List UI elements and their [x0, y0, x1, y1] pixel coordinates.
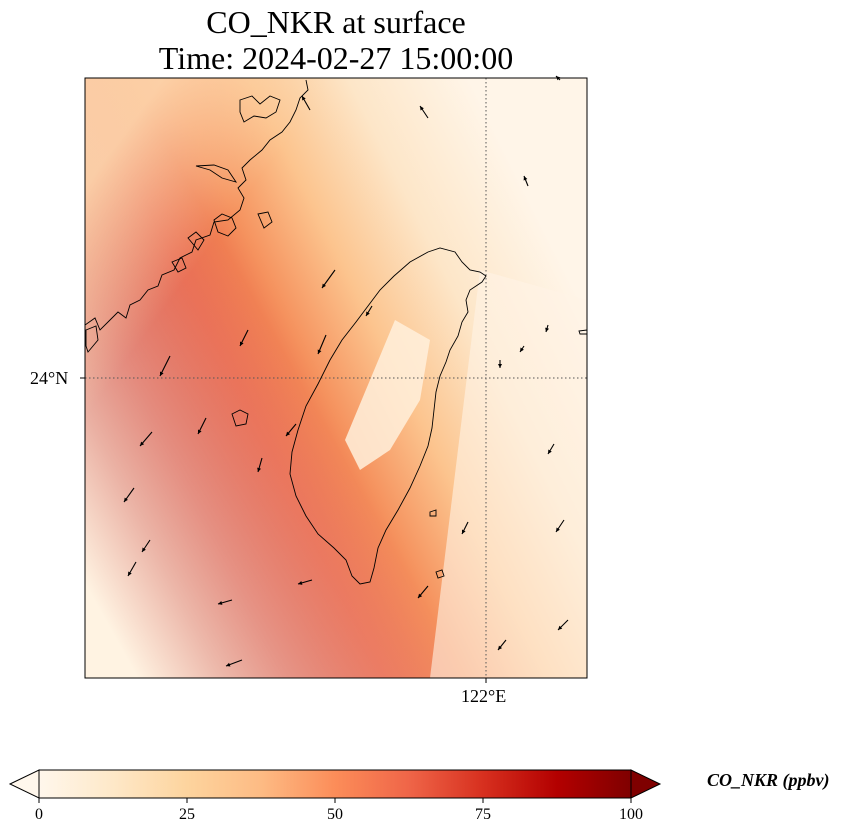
wind-arrow-head [142, 547, 146, 552]
wind-arrow-head [520, 347, 524, 352]
map-title: CO_NKR at surface [206, 4, 466, 40]
gridlines [85, 78, 587, 678]
wind-arrow-head [298, 580, 303, 585]
wind-arrow-head [548, 449, 552, 454]
wind-arrow-head [523, 176, 528, 181]
map-panel [80, 75, 588, 683]
wind-arrow-head [286, 431, 291, 436]
wind-arrow-head [545, 327, 550, 332]
wind-arrow-head [302, 96, 306, 101]
colorbar [8, 769, 662, 803]
wind-arrow-head [218, 600, 223, 605]
wind-arrow-head [558, 625, 563, 630]
wind-arrow-head [257, 467, 262, 472]
wind-arrow-head [160, 371, 164, 376]
latitude-label: 24°N [30, 368, 69, 388]
colorbar-extend-max [630, 769, 662, 799]
wind-arrow-head [418, 593, 423, 598]
wind-arrow-head [498, 364, 502, 368]
map-time: Time: 2024-02-27 15:00:00 [158, 40, 514, 76]
wind-vectors [123, 75, 569, 667]
colorbar-ticks [38, 798, 632, 803]
wind-arrow-head [124, 497, 128, 502]
colorbar-tick-label: 75 [475, 806, 491, 823]
wind-arrow-head [366, 311, 370, 316]
colorbar-tick-label: 25 [179, 806, 195, 823]
wind-arrow-head [556, 527, 560, 532]
colorbar-tick-label: 0 [35, 806, 43, 823]
wind-arrow-head [240, 341, 244, 346]
concentration-field [85, 78, 587, 678]
wind-arrow-head [198, 429, 202, 434]
colorbar-extend-min [8, 769, 40, 799]
wind-arrow-head [317, 349, 322, 354]
wind-arrow-head [322, 283, 326, 288]
axis-ticks [80, 377, 487, 683]
wind-arrow-head [226, 662, 231, 667]
wind-arrow-head [140, 441, 145, 446]
colorbar-label: CO_NKR (ppbv) [707, 770, 830, 790]
wind-arrow-head [498, 645, 503, 650]
wind-arrow-head [128, 571, 132, 576]
coastline [85, 79, 587, 585]
colorbar-tick-label: 100 [619, 806, 643, 823]
colorbar-gradient [38, 769, 632, 799]
wind-arrow-head [462, 529, 466, 534]
longitude-label: 122°E [461, 686, 507, 706]
wind-arrow-head [420, 106, 424, 111]
colorbar-tick-label: 50 [327, 806, 343, 823]
wind-arrow-head [556, 76, 561, 81]
